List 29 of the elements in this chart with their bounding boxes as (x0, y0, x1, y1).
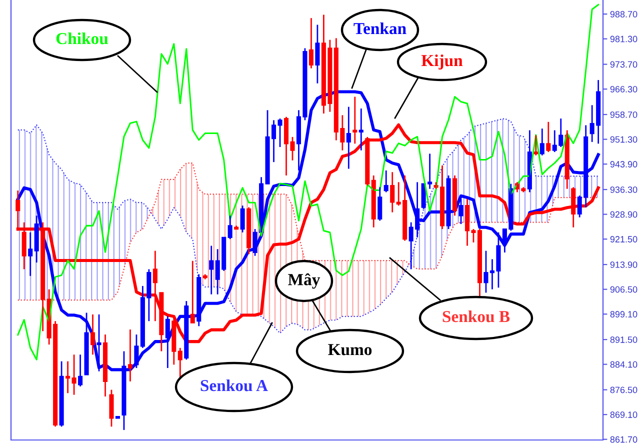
y-tick-label: 869.10 (610, 412, 638, 418)
y-tick-label: 936.30 (610, 186, 638, 193)
y-tick-label: 891.50 (610, 336, 638, 343)
y-tick-label: 973.70 (610, 61, 638, 68)
text: Tenkan (354, 22, 406, 34)
y-tick-label: 921.50 (610, 236, 638, 242)
y-tick-label: 913.90 (610, 262, 638, 268)
y-tick-label: 906.50 (610, 286, 638, 293)
y-tick-label: 876.50 (610, 386, 638, 394)
line-series (17, 4, 600, 360)
text: Kijun (421, 54, 463, 70)
annotation: Mây (288, 273, 320, 289)
y-tick-label: 958.70 (610, 111, 638, 118)
text: Senkou A (200, 379, 268, 392)
y-tick-label: 884.10 (610, 361, 638, 368)
y-tick-label: 951.30 (610, 136, 638, 143)
candlestick (109, 389, 114, 428)
y-tick-label: 899.10 (610, 311, 638, 318)
candlestick (115, 416, 120, 419)
y-tick-label: 861.70 (610, 436, 638, 443)
y-tick-label: 928.90 (610, 211, 638, 218)
y-tick-label: 981.30 (610, 36, 638, 42)
y-tick-label: 943.90 (610, 161, 638, 168)
y-tick-label: 966.30 (610, 86, 638, 92)
line-series (17, 162, 599, 301)
y-tick-label: 988.70 (610, 11, 638, 18)
text: Senkou B (442, 310, 510, 322)
text: Chikou (56, 32, 108, 44)
annotation: Kumo (328, 344, 372, 356)
